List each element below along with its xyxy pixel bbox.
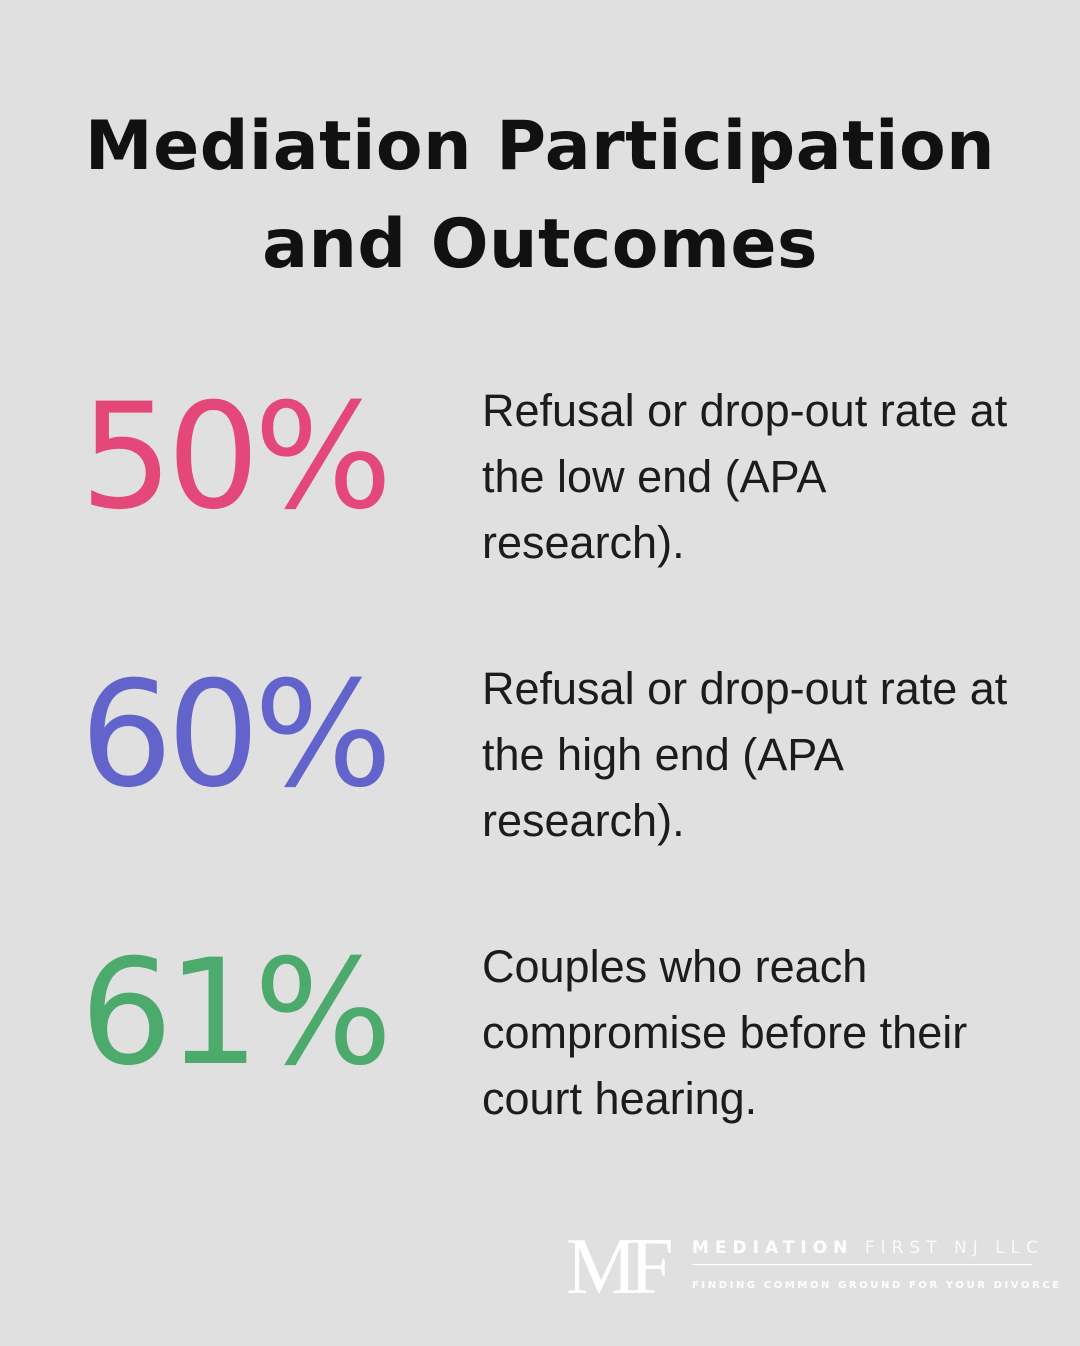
logo-name: MEDIATION FIRST NJ LLC [692,1238,1044,1258]
stat-description: Couples who reach compromise before thei… [482,941,968,1124]
logo-divider [692,1264,1032,1265]
stat-description: Refusal or drop-out rate at the low end … [482,385,1008,568]
page-title: Mediation Participation and Outcomes [0,98,1080,294]
logo-name-bold: MEDIATION [692,1238,854,1258]
logo-tagline: FINDING COMMON GROUND FOR YOUR DIVORCE [692,1280,1062,1291]
stat-value: 60% [80,650,393,820]
stat-value: 50% [80,372,393,542]
logo-name-light: FIRST NJ LLC [864,1238,1044,1258]
stat-3: 61% Couples who reach compromise before … [80,928,1040,1128]
stat-description: Refusal or drop-out rate at the high end… [482,663,1008,846]
stat-value: 61% [80,928,393,1098]
stat-1: 50% Refusal or drop-out rate at the low … [80,372,1040,572]
stat-2: 60% Refusal or drop-out rate at the high… [80,650,1040,850]
title-line-2: and Outcomes [262,205,818,284]
title-line-1: Mediation Participation [84,107,996,186]
company-logo: MF MEDIATION FIRST NJ LLC FINDING COMMON… [566,1223,1059,1311]
logo-monogram: MF [566,1223,674,1311]
